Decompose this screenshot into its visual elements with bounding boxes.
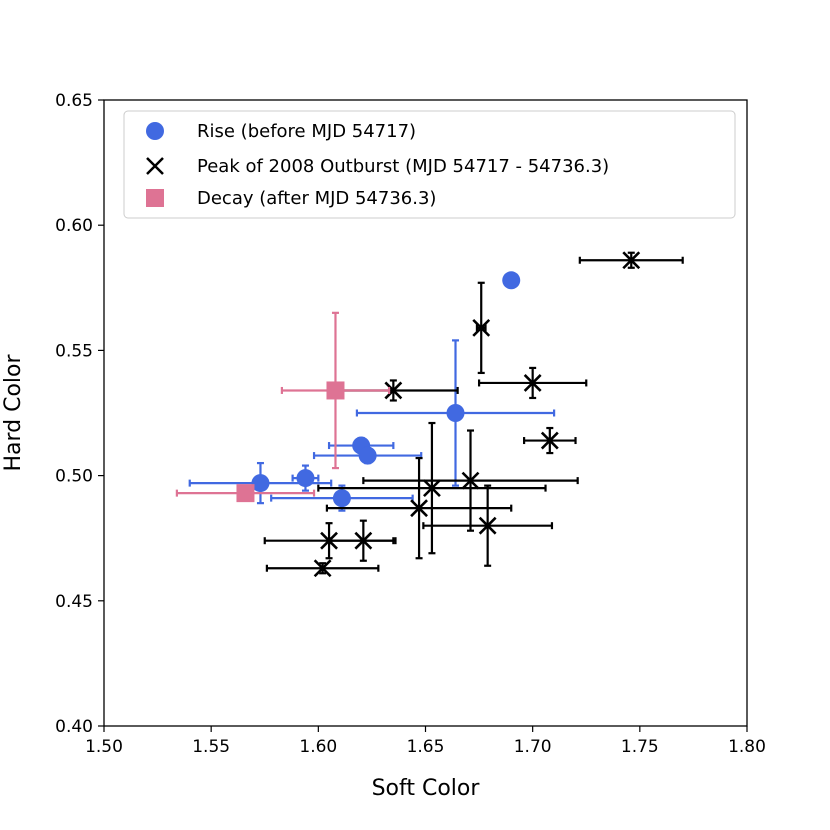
data-point-x — [313, 559, 332, 578]
data-point-square — [326, 381, 345, 400]
series-square — [175, 311, 391, 503]
legend-marker-peak — [146, 157, 164, 175]
x-tick-label: 1.70 — [514, 737, 552, 757]
x-tick-label: 1.75 — [621, 737, 659, 757]
y-tick-label: 0.55 — [55, 341, 93, 361]
data-point-x — [320, 531, 338, 550]
legend-label-peak: Peak of 2008 Outburst (MJD 54717 - 54736… — [197, 156, 609, 177]
y-tick-label: 0.45 — [55, 592, 93, 612]
y-tick-label: 0.60 — [55, 216, 93, 236]
data-point-x — [540, 431, 559, 450]
data-point-circle — [358, 446, 377, 465]
data-point-circle — [251, 474, 270, 493]
legend: Rise (before MJD 54717) Peak of 2008 Out… — [123, 110, 736, 219]
legend-marker-rise — [146, 122, 164, 140]
x-axis-label: Soft Color — [372, 776, 481, 801]
x-tick-label: 1.80 — [728, 737, 766, 757]
data-point-x — [622, 251, 641, 270]
y-tick-label: 0.40 — [55, 717, 93, 737]
data-point-circle — [446, 404, 465, 422]
data-point-square — [236, 484, 255, 503]
legend-marker-decay — [146, 189, 164, 207]
y-axis-label: Hard Color — [1, 354, 26, 472]
data-point-x — [478, 516, 497, 535]
data-point-x — [384, 381, 403, 400]
plot-area — [175, 251, 684, 578]
data-point-x — [423, 479, 441, 498]
y-tick-label: 0.50 — [55, 467, 93, 487]
legend-label-rise: Rise (before MJD 54717) — [197, 121, 416, 142]
series-circle — [188, 271, 556, 512]
data-point-x — [523, 374, 542, 392]
x-tick-label: 1.50 — [85, 737, 123, 757]
axis-ticks: 1.50 1.55 1.60 1.65 1.70 1.75 1.80 0.40 0.45 0.50… — [55, 91, 766, 757]
data-point-circle — [332, 489, 351, 508]
data-point-circle — [502, 271, 521, 290]
data-point-x — [354, 531, 373, 550]
x-tick-label: 1.65 — [407, 737, 445, 757]
legend-label-decay: Decay (after MJD 54736.3) — [197, 188, 436, 209]
data-point-circle — [296, 469, 315, 488]
data-point-x — [472, 318, 491, 337]
series-x — [263, 251, 684, 578]
x-tick-label: 1.55 — [192, 737, 230, 757]
y-tick-label: 0.65 — [55, 91, 93, 111]
legend-box — [123, 110, 736, 219]
data-point-x — [410, 499, 428, 518]
x-tick-label: 1.60 — [299, 737, 337, 757]
data-point-x — [461, 471, 480, 490]
